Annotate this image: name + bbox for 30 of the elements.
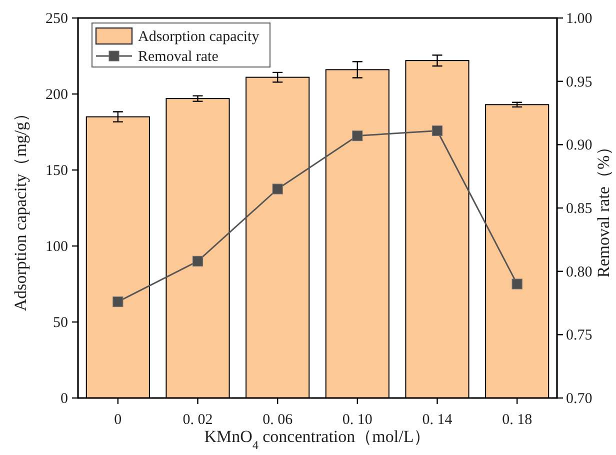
y-tick-label: 50	[53, 315, 68, 331]
y2-tick-label: 0.90	[566, 138, 592, 154]
y2-axis-title: Removal rate（%）	[594, 138, 613, 278]
y-axis-title: Adsorption capacity（mg/g）	[11, 104, 30, 312]
y-tick-label: 100	[46, 239, 68, 255]
point	[432, 125, 443, 136]
x-tick-label: 0. 10	[342, 412, 372, 428]
y-tick-label: 250	[46, 11, 68, 27]
y2-tick-label: 0.70	[566, 391, 592, 407]
point	[352, 130, 363, 142]
y-tick-label: 200	[46, 87, 68, 103]
x-tick-label: 0. 18	[502, 412, 532, 428]
x-tick-label: 0. 02	[182, 412, 213, 428]
y2-tick-label: 0.95	[566, 74, 592, 90]
x-axis-title: KMnO$_{4}$ concentration（mol/L）	[204, 427, 431, 452]
y2-tick-label: 0.75	[566, 328, 592, 344]
y2-tick-label: 0.85	[566, 201, 592, 217]
y-tick-label: 0	[60, 391, 68, 407]
point	[512, 278, 522, 290]
x-tick-label: 0. 14	[422, 412, 453, 428]
y-tick-label: 150	[46, 163, 68, 179]
point	[272, 184, 283, 194]
y2-tick-label: 1.00	[566, 11, 592, 27]
x-tick-label: 0	[114, 412, 122, 428]
x-tick-label: 0. 06	[262, 412, 294, 428]
legend-label: Adsorption capacity	[138, 29, 260, 45]
point	[112, 296, 124, 308]
point	[192, 256, 204, 266]
y2-tick-label: 0.80	[566, 264, 592, 280]
legend-label: Removal rate	[138, 49, 219, 65]
